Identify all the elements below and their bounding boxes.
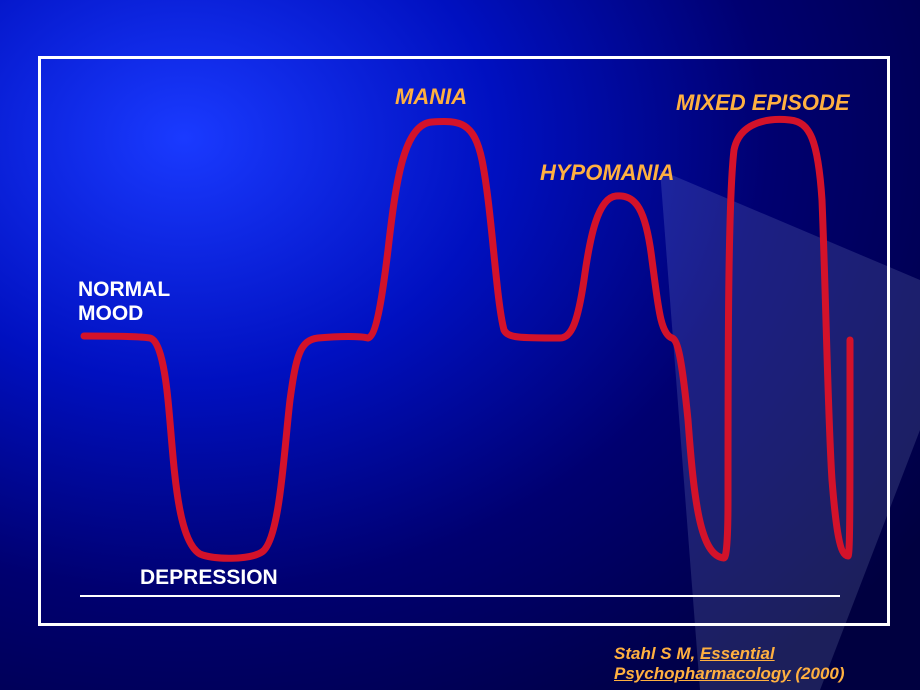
mood-curve-path [84, 119, 850, 558]
citation: Stahl S M, Essential Psychopharmacology … [614, 644, 914, 684]
citation-author: Stahl S M, [614, 644, 700, 663]
citation-year: (2000) [791, 664, 845, 683]
label-normal-mood: NORMAL MOOD [78, 278, 170, 326]
label-normal-mood-l2: MOOD [78, 302, 143, 325]
baseline-rule [80, 595, 840, 597]
label-hypomania: HYPOMANIA [540, 160, 674, 186]
label-depression: DEPRESSION [140, 566, 278, 590]
label-mania: MANIA [395, 84, 467, 110]
slide-root: NORMAL MOOD MANIA HYPOMANIA MIXED EPISOD… [0, 0, 920, 690]
label-mixed-episode: MIXED EPISODE [676, 90, 850, 116]
label-normal-mood-l1: NORMAL [78, 278, 170, 301]
